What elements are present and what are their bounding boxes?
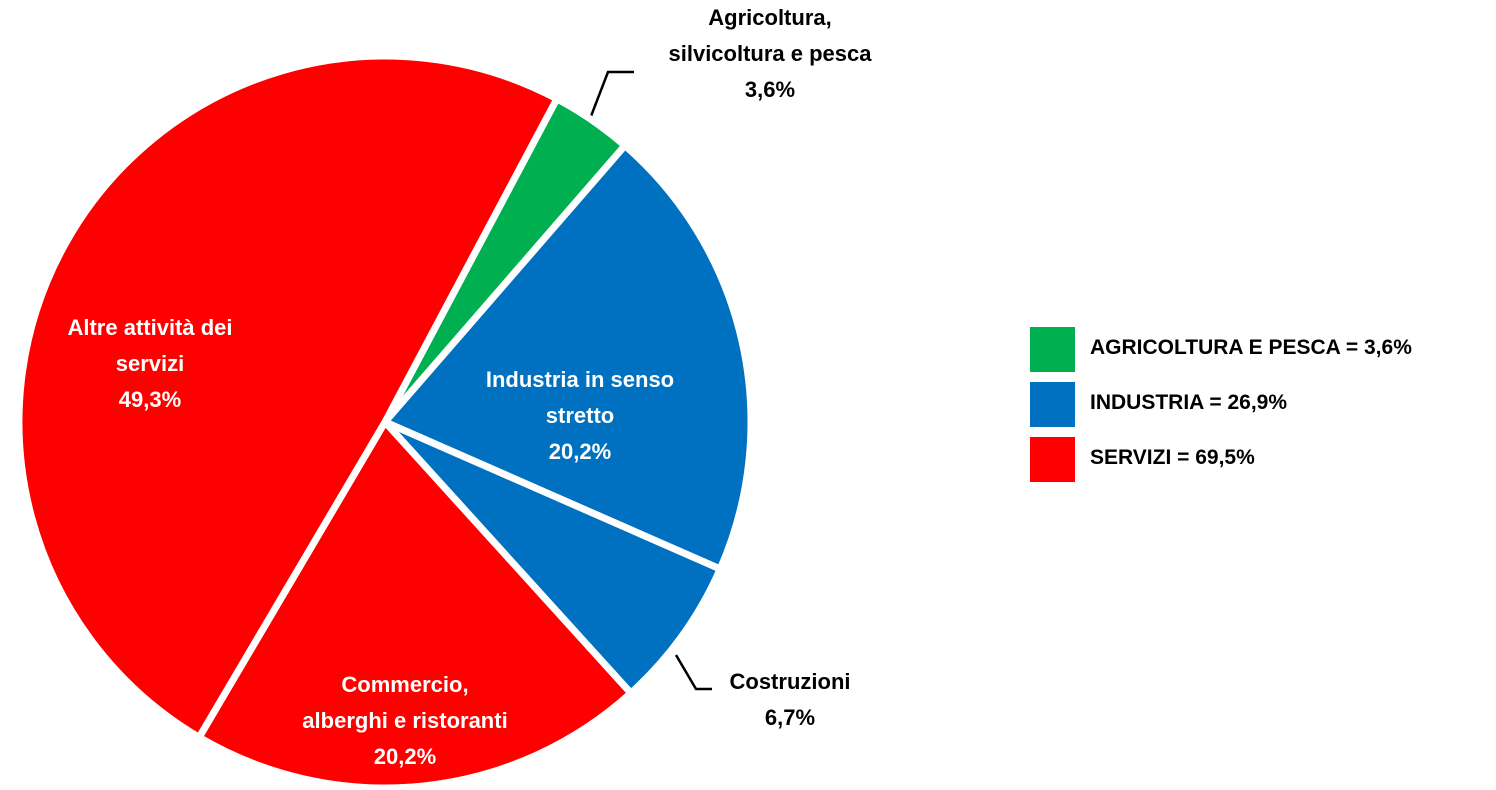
category-name: Costruzioni	[729, 669, 851, 694]
legend-label: INDUSTRIA = 26,9%	[1090, 391, 1288, 414]
legend-swatch	[1030, 327, 1075, 372]
slice-label: Agricoltura, silvicoltura e pesca 3,6%	[669, 0, 872, 108]
slice-label: Costruzioni 6,7%	[730, 664, 851, 736]
slice-label: Commercio, alberghi e ristoranti 20,2%	[302, 667, 507, 775]
category-name: Commercio, alberghi e ristoranti	[302, 672, 508, 733]
category-name: Agricoltura, silvicoltura e pesca	[668, 5, 872, 66]
legend-label: AGRICOLTURA E PESCA = 3,6%	[1090, 336, 1412, 359]
value-label: 20,2%	[373, 744, 437, 769]
pie-slice	[194, 416, 636, 790]
pie-slice	[15, 52, 562, 743]
category-name: Industria in senso stretto	[485, 367, 675, 428]
pie-slice	[379, 140, 755, 574]
value-label: 20,2%	[548, 439, 612, 464]
value-label: 6,7%	[764, 705, 816, 730]
slice-label: Industria in senso stretto 20,2%	[486, 362, 674, 470]
slice-label: Altre attività dei servizi 49,3%	[67, 310, 232, 418]
pie-slice	[382, 418, 725, 699]
legend-label: SERVIZI = 69,5%	[1090, 446, 1255, 469]
legend-swatch	[1030, 437, 1075, 482]
leader-line	[674, 654, 712, 691]
legend-swatch	[1030, 382, 1075, 427]
value-label: 49,3%	[118, 387, 182, 412]
category-name: Altre attività dei servizi	[67, 315, 233, 376]
value-label: 3,6%	[744, 77, 796, 102]
